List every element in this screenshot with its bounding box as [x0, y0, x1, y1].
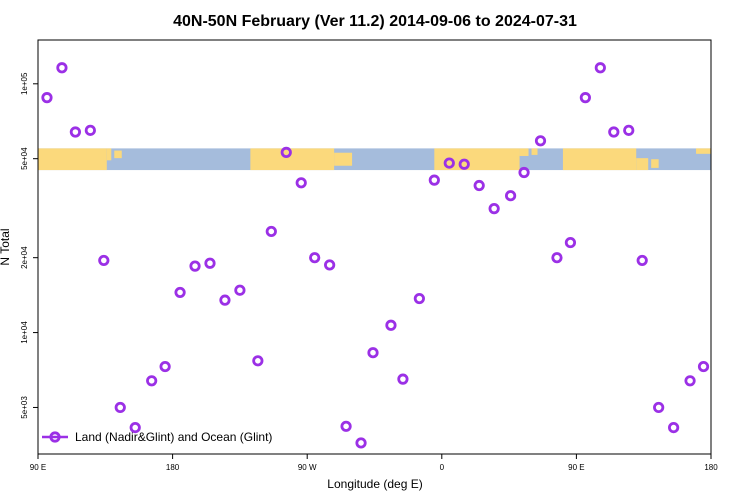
land-region	[636, 158, 649, 171]
data-point	[265, 225, 277, 238]
data-point	[473, 179, 485, 192]
data-point	[684, 375, 696, 387]
data-point	[385, 319, 397, 331]
data-point	[551, 252, 563, 264]
data-point	[413, 292, 425, 305]
data-point	[309, 252, 321, 264]
data-point	[428, 174, 440, 186]
y-tick-label: 1e+05	[20, 72, 29, 95]
data-point	[367, 347, 379, 359]
data-point	[280, 146, 292, 158]
land-region	[651, 159, 659, 168]
y-tick-label: 2e+04	[20, 246, 29, 269]
data-point	[623, 124, 635, 136]
land-region	[562, 148, 637, 171]
y-axis: 5e+03 1e+04 2e+04 5e+04 1e+05	[20, 72, 38, 419]
data-point	[668, 421, 680, 434]
data-point	[114, 401, 126, 414]
data-point	[355, 437, 367, 449]
y-tick-label: 1e+04	[20, 321, 29, 344]
land-region	[334, 152, 353, 166]
data-points	[41, 62, 710, 449]
data-point	[189, 260, 201, 272]
land-region	[696, 148, 711, 154]
data-point	[443, 157, 455, 169]
data-point	[488, 203, 500, 215]
y-tick-label: 5e+04	[20, 147, 29, 170]
land-region	[434, 148, 520, 171]
legend: Land (Nadir&Glint) and Ocean (Glint)	[42, 430, 272, 444]
x-tick-label: 0	[440, 463, 445, 472]
data-point	[69, 126, 81, 138]
data-point	[129, 421, 141, 434]
data-point	[636, 254, 648, 267]
data-point	[252, 355, 264, 367]
chart-title: 40N-50N February (Ver 11.2) 2014-09-06 t…	[173, 13, 577, 30]
data-point	[234, 284, 246, 296]
land-region	[114, 150, 122, 159]
legend-marker	[49, 431, 61, 443]
data-point	[534, 135, 547, 147]
land-region	[38, 148, 107, 171]
land-region	[519, 148, 529, 156]
x-tick-label: 180	[166, 463, 180, 472]
data-point	[653, 401, 665, 414]
data-point	[594, 62, 606, 74]
data-point	[98, 254, 110, 267]
data-point	[518, 166, 530, 179]
x-tick-label: 90 W	[298, 463, 317, 472]
data-point	[579, 92, 591, 104]
legend-label: Land (Nadir&Glint) and Ocean (Glint)	[75, 430, 272, 444]
data-point	[204, 257, 216, 269]
x-tick-label: 180	[704, 463, 718, 472]
data-point	[458, 158, 470, 170]
x-axis-label: Longitude (deg E)	[327, 477, 422, 491]
y-tick-label: 5e+03	[20, 396, 29, 419]
data-point	[697, 360, 710, 373]
data-point	[340, 420, 352, 432]
land-region	[250, 148, 335, 171]
data-point	[295, 177, 307, 189]
data-point	[56, 62, 68, 74]
data-point	[504, 190, 517, 202]
y-axis-label: N Total	[0, 228, 12, 265]
plot-area	[38, 62, 711, 449]
data-point	[608, 126, 620, 138]
data-point	[41, 92, 53, 104]
x-axis: 90 E 180 90 W 0 90 E 180	[30, 454, 718, 472]
land-masses	[38, 148, 711, 171]
ocean-band	[38, 148, 711, 171]
x-tick-label: 90 E	[30, 463, 46, 472]
data-point	[84, 124, 96, 136]
plot-frame	[37, 39, 712, 455]
data-point	[324, 259, 336, 271]
land-region	[531, 148, 538, 155]
data-point	[146, 375, 158, 387]
land-region	[106, 148, 112, 161]
data-point	[174, 286, 186, 299]
data-point	[564, 236, 577, 249]
data-point	[219, 294, 231, 306]
x-tick-label: 90 E	[568, 463, 584, 472]
data-point	[159, 360, 171, 373]
data-point	[397, 373, 409, 385]
